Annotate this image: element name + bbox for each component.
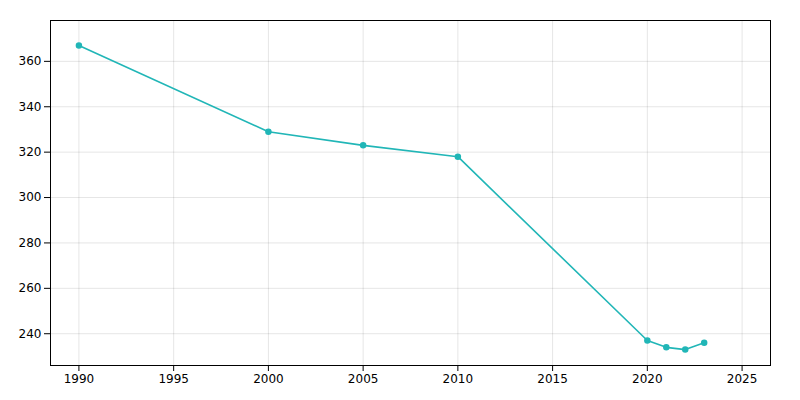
svg-text:2020: 2020 <box>632 372 663 386</box>
svg-text:320: 320 <box>19 145 42 159</box>
svg-text:2010: 2010 <box>443 372 474 386</box>
svg-text:280: 280 <box>19 236 42 250</box>
svg-text:2005: 2005 <box>348 372 379 386</box>
svg-text:340: 340 <box>19 100 42 114</box>
svg-text:260: 260 <box>19 281 42 295</box>
svg-text:2025: 2025 <box>727 372 758 386</box>
svg-text:360: 360 <box>19 54 42 68</box>
svg-text:1990: 1990 <box>64 372 95 386</box>
svg-text:300: 300 <box>19 190 42 204</box>
svg-text:2015: 2015 <box>537 372 568 386</box>
svg-text:2000: 2000 <box>253 372 284 386</box>
svg-text:1995: 1995 <box>158 372 189 386</box>
svg-text:240: 240 <box>19 327 42 341</box>
